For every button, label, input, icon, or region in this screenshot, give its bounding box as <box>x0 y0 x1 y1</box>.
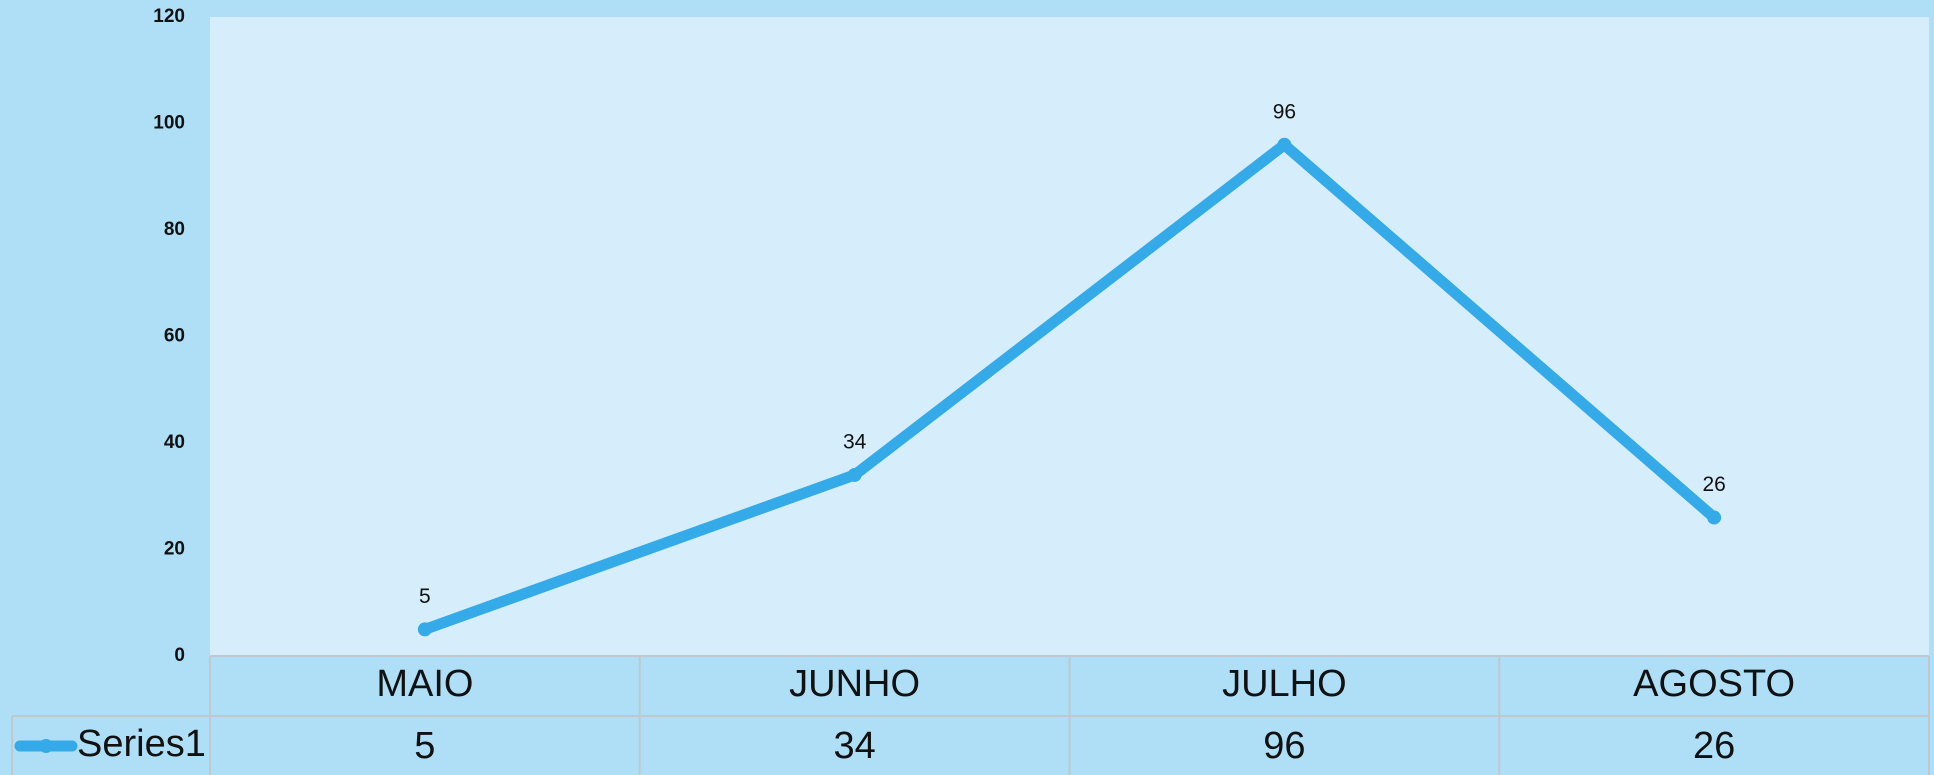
table-value: 5 <box>414 725 435 767</box>
y-tick-label: 120 <box>153 6 185 27</box>
data-label: 96 <box>1273 100 1296 123</box>
x-tick-label: JUNHO <box>789 663 920 705</box>
y-tick-label: 60 <box>164 326 185 347</box>
legend-label: Series1 <box>77 723 206 765</box>
x-tick-label: AGOSTO <box>1633 663 1795 705</box>
x-tick-label: JULHO <box>1222 663 1347 705</box>
data-label: 26 <box>1702 473 1725 496</box>
y-tick-label: 20 <box>164 539 185 560</box>
legend-marker <box>39 739 53 753</box>
plot-area <box>210 17 1929 656</box>
x-tick-label: MAIO <box>376 663 473 705</box>
y-tick-label: 100 <box>153 113 185 134</box>
table-value: 96 <box>1263 725 1305 767</box>
data-label: 34 <box>843 430 867 453</box>
series-line <box>423 139 1718 635</box>
table-value: 26 <box>1693 725 1735 767</box>
y-tick-label: 0 <box>174 645 185 666</box>
point <box>417 622 432 637</box>
point <box>847 467 862 482</box>
data-label: 5 <box>419 585 431 608</box>
table-value: 34 <box>833 725 875 767</box>
y-tick-label: 80 <box>164 219 185 240</box>
point <box>1277 137 1292 152</box>
y-tick-label: 40 <box>164 432 185 453</box>
point <box>1707 510 1722 525</box>
